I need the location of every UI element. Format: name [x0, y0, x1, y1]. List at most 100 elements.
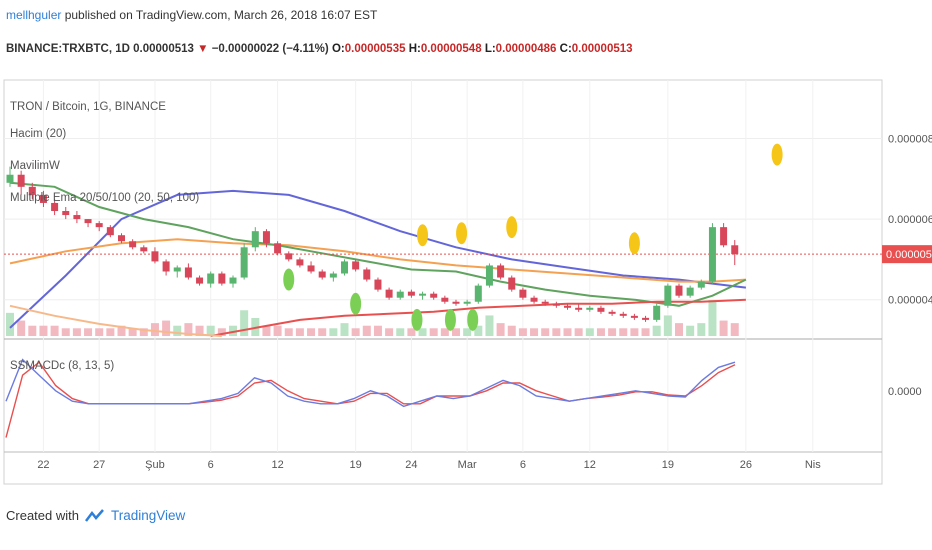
volume-bar	[496, 323, 505, 336]
volume-bar	[708, 300, 717, 336]
green-ma-line	[9, 181, 747, 307]
macd-lines	[5, 358, 736, 438]
open-value: 0.00000535	[344, 43, 406, 55]
candle-body	[474, 285, 482, 302]
close-label: C:	[559, 43, 572, 55]
candle-body	[708, 227, 716, 282]
volume-bar	[429, 328, 438, 336]
candle-body	[697, 281, 705, 288]
candle-body	[441, 297, 449, 302]
candle-body	[251, 231, 259, 248]
open-label: O:	[331, 43, 345, 55]
volume-bar	[173, 325, 182, 336]
time-tick-label: Mar	[458, 459, 477, 471]
legend-mavilim[interactable]: MavilimW	[10, 160, 60, 172]
volume-bar	[340, 323, 349, 336]
candles[interactable]	[6, 166, 739, 322]
sell-signal-marker	[417, 224, 429, 247]
volume-bar	[195, 325, 204, 336]
volume-bar	[17, 320, 26, 336]
volume-bar	[61, 328, 70, 336]
volume-bar	[84, 328, 93, 336]
candle-body	[196, 277, 204, 284]
time-tick-label: Şub	[145, 459, 165, 471]
price-axis[interactable]: 0.00000800 0.00000600 0.00000400 0.0000 0.00…	[882, 133, 932, 398]
candle-body	[675, 285, 683, 296]
legend-title: TRON / Bitcoin, 1G, BINANCE	[10, 101, 166, 113]
legend-volume[interactable]: Hacim (20)	[10, 128, 67, 140]
volume-bar	[418, 328, 427, 336]
candle-body	[530, 297, 538, 302]
time-tick-label: 12	[271, 459, 283, 471]
candle-body	[541, 301, 549, 304]
buy-signal-marker	[283, 268, 295, 291]
volume-bar	[117, 325, 126, 336]
volume-bar	[28, 325, 37, 336]
volume-bar	[730, 323, 739, 336]
candle-body	[274, 243, 282, 254]
last-price: 0.00000513	[133, 43, 194, 55]
current-price-tag	[882, 245, 932, 264]
candle-body	[586, 307, 594, 310]
tradingview-brand[interactable]: TradingView	[110, 508, 186, 523]
light_orange-ma-line	[9, 304, 222, 337]
volume-bar	[641, 328, 650, 336]
volume-bar	[72, 328, 81, 336]
price-tick-label: 0.00000400	[888, 295, 932, 307]
candle-body	[51, 202, 59, 212]
volume-bar	[295, 328, 304, 336]
volume-bar	[217, 328, 226, 336]
candle-body	[341, 261, 348, 274]
volume-bar	[39, 325, 48, 336]
buy-signal-marker	[411, 308, 423, 331]
candle-body	[720, 227, 728, 246]
legend-macd[interactable]: SSMACDc (8, 13, 5)	[10, 360, 115, 372]
buy-signal-marker	[444, 308, 456, 331]
candle-body	[95, 223, 103, 228]
candle-body	[173, 267, 181, 272]
volume-bar	[463, 328, 472, 336]
volume-bar	[663, 315, 672, 336]
volume-bar	[719, 320, 728, 336]
volume-bar	[162, 320, 171, 336]
sell-signal-marker	[771, 143, 783, 166]
down-arrow-icon: ▼	[197, 43, 209, 55]
symbol: BINANCE:TRXBTC, 1D	[6, 43, 130, 55]
time-tick-label: 19	[662, 459, 674, 471]
time-tick-label: 6	[208, 459, 214, 471]
close-value: 0.00000513	[571, 43, 633, 55]
volume-bar	[452, 328, 460, 336]
time-axis[interactable]: 22 27 Şub 6 12 19 24 Mar 6 12 19 26 Nis	[37, 459, 821, 471]
candle-body	[39, 194, 47, 203]
candle-body	[318, 271, 326, 278]
volume-bar	[6, 312, 14, 336]
volume-bar	[485, 315, 494, 336]
volume-bar	[184, 323, 193, 336]
volume-bar	[240, 310, 249, 336]
tradingview-logo-icon	[84, 508, 104, 522]
volume-bar	[518, 328, 527, 336]
price-tick-label: 0.00000800	[888, 133, 932, 145]
volume-bar	[574, 328, 583, 336]
orange-ma-line	[9, 238, 746, 283]
author-link[interactable]: mellhguler	[6, 8, 62, 22]
high-label: H:	[408, 43, 421, 55]
legend-ema[interactable]: Multiple Ema 20/50/100 (20, 50, 100)	[10, 192, 200, 204]
volume-bar	[284, 328, 293, 336]
chart-area[interactable]: 0.00000800 0.00000600 0.00000400 0.0000 0.00…	[0, 72, 932, 497]
candle-body	[385, 289, 393, 298]
volume-bar	[373, 325, 382, 336]
candle-body	[184, 267, 192, 278]
buy-signal-marker	[350, 292, 362, 315]
candle-body	[407, 291, 415, 296]
time-tick-label: 19	[350, 459, 362, 471]
volume-bar	[686, 325, 695, 336]
volume-bar	[318, 328, 327, 336]
candle-body	[463, 301, 471, 304]
ticker-line: BINANCE:TRXBTC, 1D 0.00000513 ▼ −0.00000…	[6, 43, 633, 55]
volume-bar	[507, 325, 516, 336]
volume-bar	[385, 328, 394, 336]
candle-body	[575, 307, 583, 310]
volume-bar	[362, 325, 371, 336]
candle-body	[508, 277, 516, 290]
